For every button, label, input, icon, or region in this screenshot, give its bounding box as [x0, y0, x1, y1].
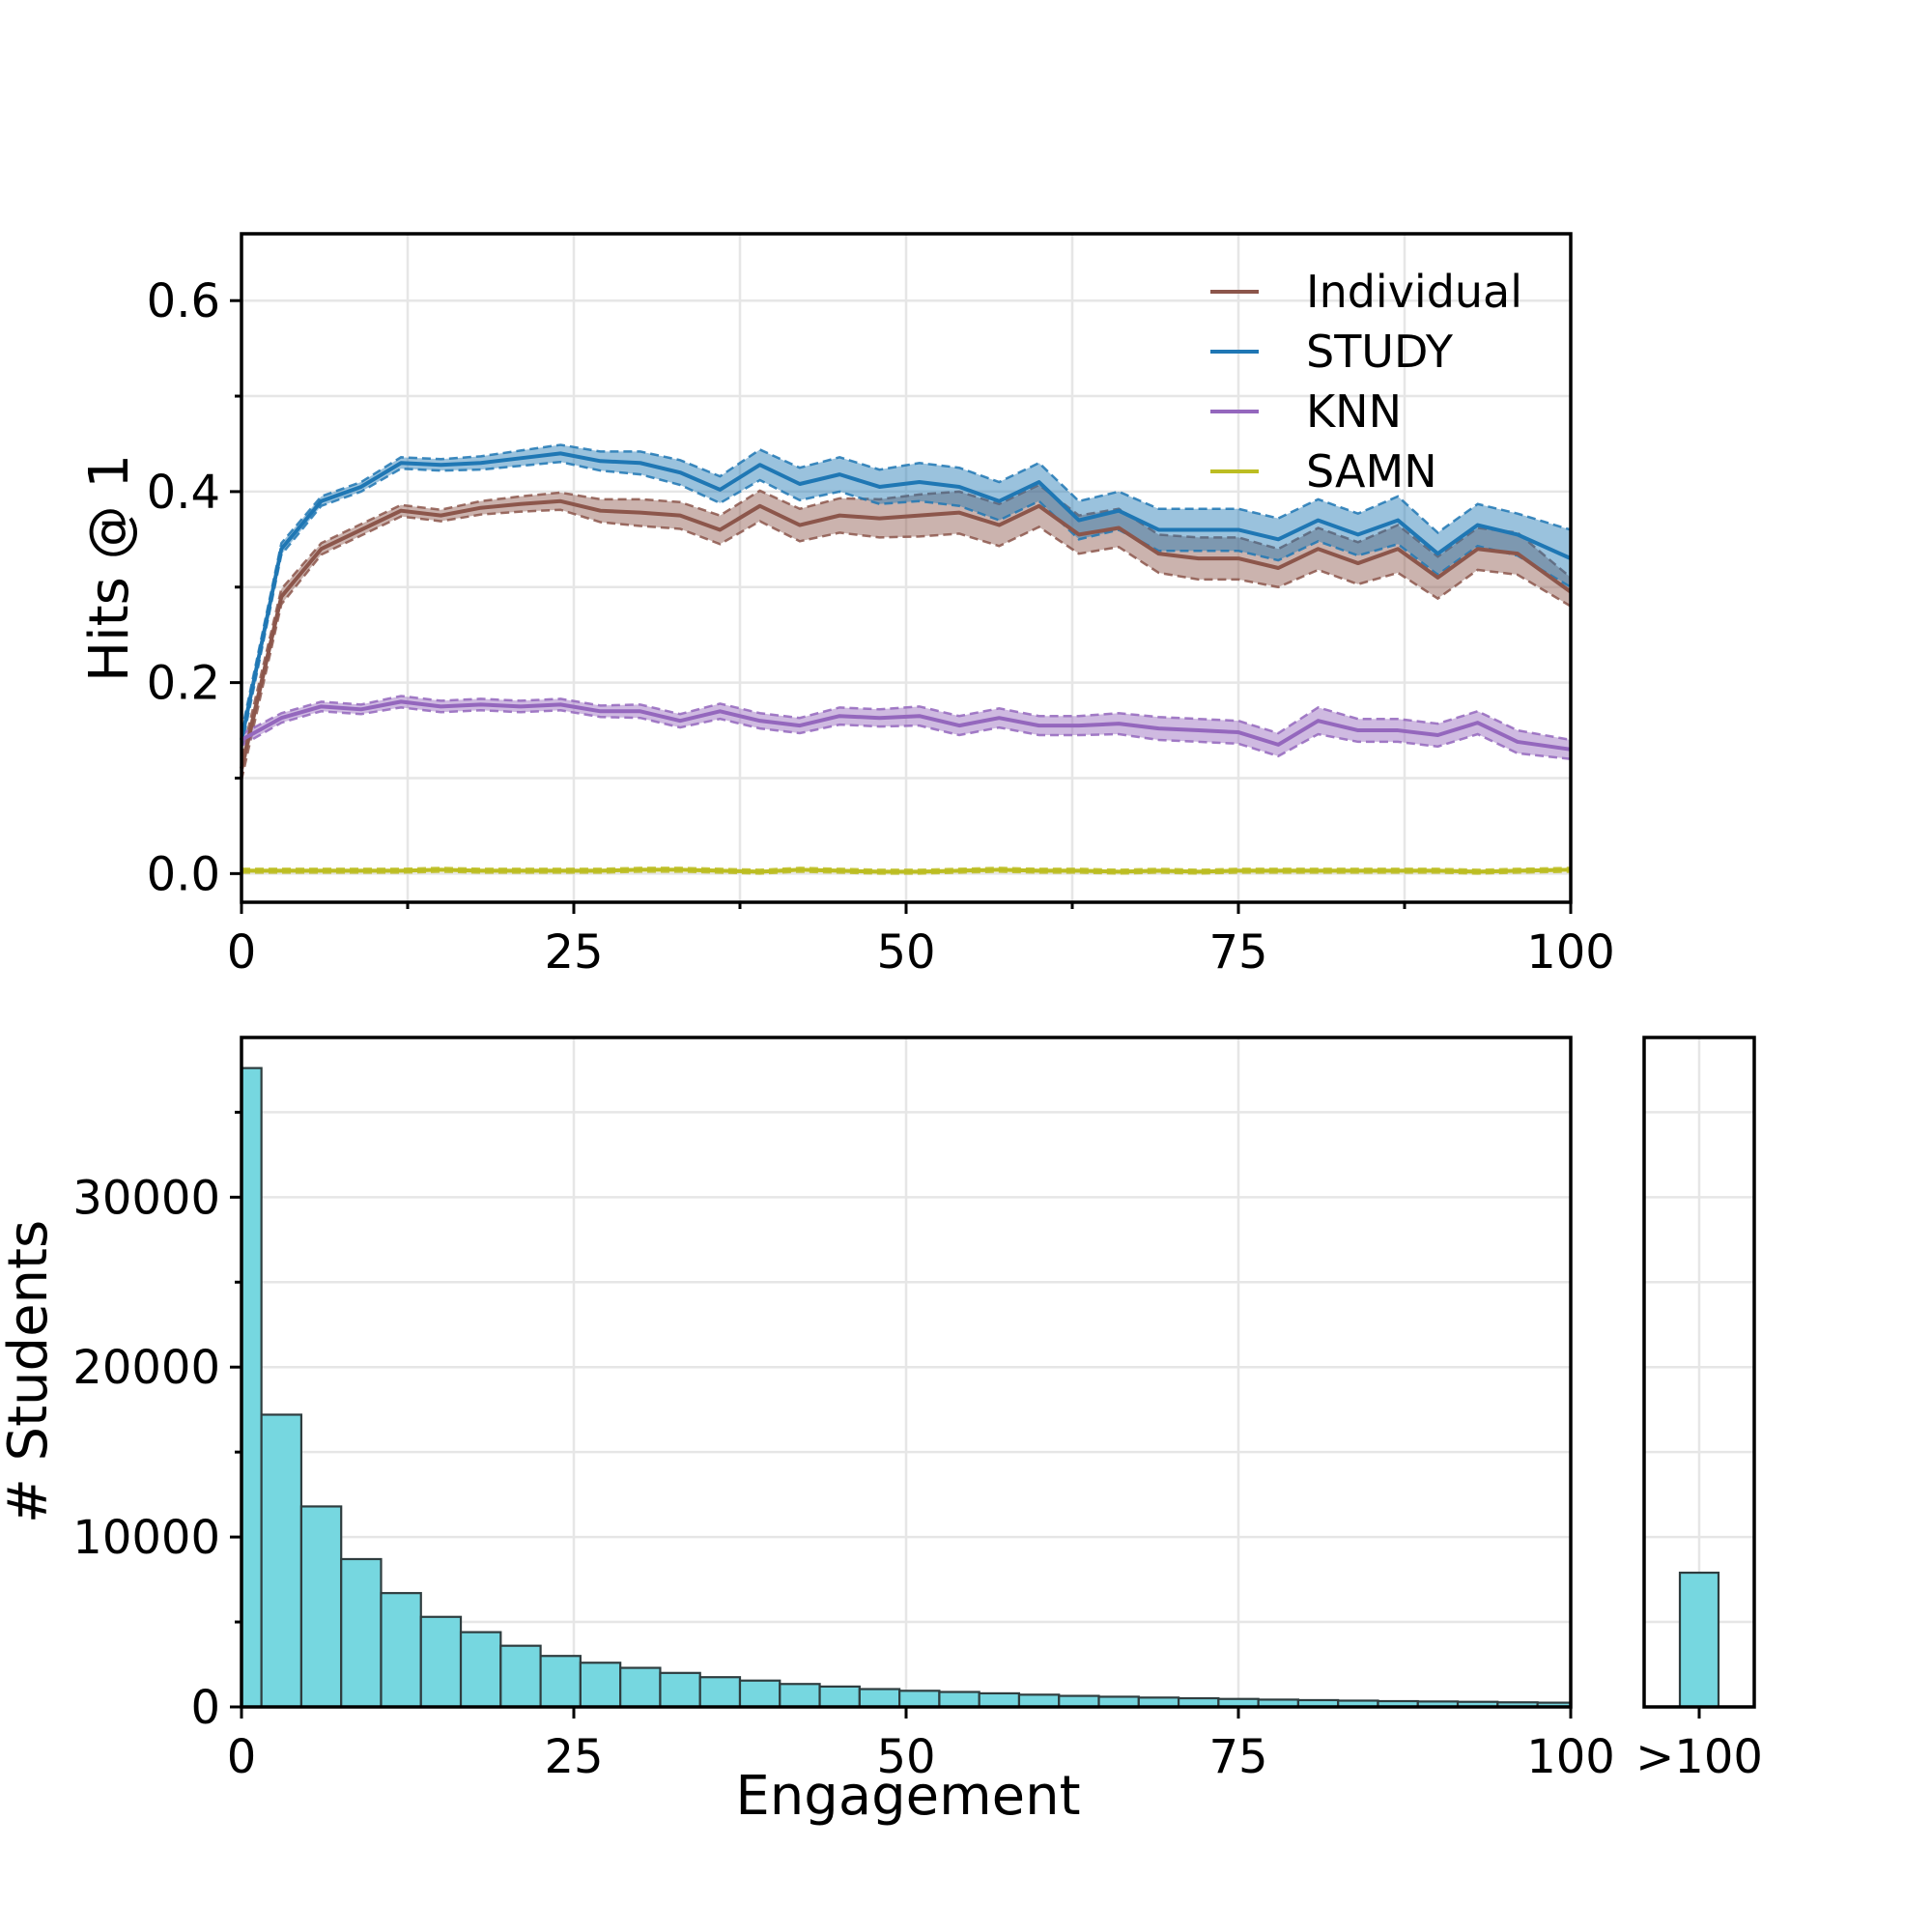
engagement-histogram: 0 25 50 75 100 0 10000 20000 30000 # Students En… — [0, 1036, 1615, 1828]
top-chart-grid — [240, 234, 1573, 902]
legend-label-study: STUDY — [1306, 326, 1454, 378]
histogram-bar — [499, 1644, 542, 1709]
histogram-bar — [619, 1666, 662, 1709]
histogram-bar — [898, 1690, 941, 1709]
histogram-y-tick-label: 0 — [190, 1681, 220, 1735]
top-chart-y-axis-label: Hits @ 1 — [78, 454, 141, 682]
top-chart-x-tick-label: 100 — [1526, 925, 1615, 980]
histogram-bar — [978, 1691, 1021, 1709]
legend: Individual STUDY KNN SAMN — [1210, 266, 1522, 497]
histogram-bar — [260, 1413, 303, 1709]
legend-label-samn: SAMN — [1306, 445, 1437, 497]
histogram-ticks: 0 25 50 75 100 0 10000 20000 30000 — [72, 1110, 1615, 1784]
series-lower-bound-study — [240, 461, 1572, 749]
histogram-x-axis-label: Engagement — [735, 1765, 1080, 1828]
overflow-panel-frame — [1642, 1036, 1756, 1709]
histogram-bar — [340, 1557, 383, 1709]
histogram-bar — [459, 1631, 502, 1709]
histogram-x-tick-label: 100 — [1526, 1730, 1615, 1784]
series-upper-bound-knn — [241, 695, 1572, 742]
histogram-bar — [698, 1676, 742, 1709]
histogram-x-tick-label: 0 — [227, 1730, 257, 1784]
histogram-x-tick-label: 50 — [876, 1730, 935, 1784]
series-lower-bound-individual — [240, 508, 1572, 781]
top-chart-y-tick-label: 0.6 — [147, 274, 220, 328]
histogram-y-axis-label: # Students — [0, 1220, 60, 1523]
series-upper-bound-individual — [240, 483, 1572, 758]
series-line-samn — [242, 867, 1572, 874]
series-line-individual — [240, 498, 1573, 770]
top-chart-x-tick-label: 75 — [1208, 925, 1267, 980]
series-line-knn — [241, 699, 1572, 752]
histogram-bar — [738, 1679, 781, 1709]
legend-label-knn: KNN — [1306, 385, 1402, 438]
overflow-bucket-content: >100 — [1635, 1037, 1763, 1784]
series-band-study — [242, 444, 1571, 748]
histogram-bar — [659, 1671, 701, 1709]
histogram-x-tick-label: 25 — [544, 1730, 603, 1784]
histogram-bar — [818, 1685, 861, 1709]
top-chart-series-lines — [240, 451, 1573, 874]
overflow-x-tick-label: >100 — [1635, 1730, 1763, 1784]
top-chart-x-tick-label: 0 — [227, 925, 257, 980]
histogram-bar — [299, 1505, 343, 1709]
top-chart-y-tick-label: 0.0 — [147, 847, 220, 901]
histogram-x-tick-label: 75 — [1208, 1730, 1267, 1784]
overflow-bar — [1678, 1571, 1720, 1709]
histogram-bar — [938, 1690, 980, 1709]
top-chart-y-tick-label: 0.2 — [147, 657, 220, 711]
histogram-bar — [779, 1683, 821, 1709]
hits-at-1-line-chart: 0 25 50 75 100 0.0 0.2 0.4 0.6 Hits @ 1 Individu… — [78, 232, 1615, 980]
histogram-y-tick-label: 20000 — [72, 1341, 220, 1395]
histogram-bar — [240, 1066, 263, 1709]
series-line-study — [240, 451, 1572, 741]
histogram-y-tick-label: 30000 — [72, 1171, 220, 1225]
legend-label-individual: Individual — [1306, 266, 1522, 318]
top-chart-x-tick-label: 50 — [876, 925, 935, 980]
histogram-grid — [240, 1037, 1573, 1709]
overflow-bucket-panel: >100 — [1635, 1036, 1763, 1784]
histogram-bars — [240, 1066, 1573, 1709]
histogram-bar — [380, 1592, 422, 1709]
histogram-bar — [858, 1688, 901, 1709]
histogram-bar — [419, 1615, 463, 1709]
top-chart-y-tick-label: 0.4 — [147, 466, 220, 520]
top-chart-x-tick-label: 25 — [544, 925, 603, 980]
histogram-bar — [1017, 1693, 1061, 1709]
histogram-bar — [539, 1655, 582, 1709]
top-chart-ticks: 0 25 50 75 100 0.0 0.2 0.4 0.6 — [147, 274, 1615, 980]
histogram-y-tick-label: 10000 — [72, 1511, 220, 1565]
histogram-bar — [579, 1662, 622, 1709]
